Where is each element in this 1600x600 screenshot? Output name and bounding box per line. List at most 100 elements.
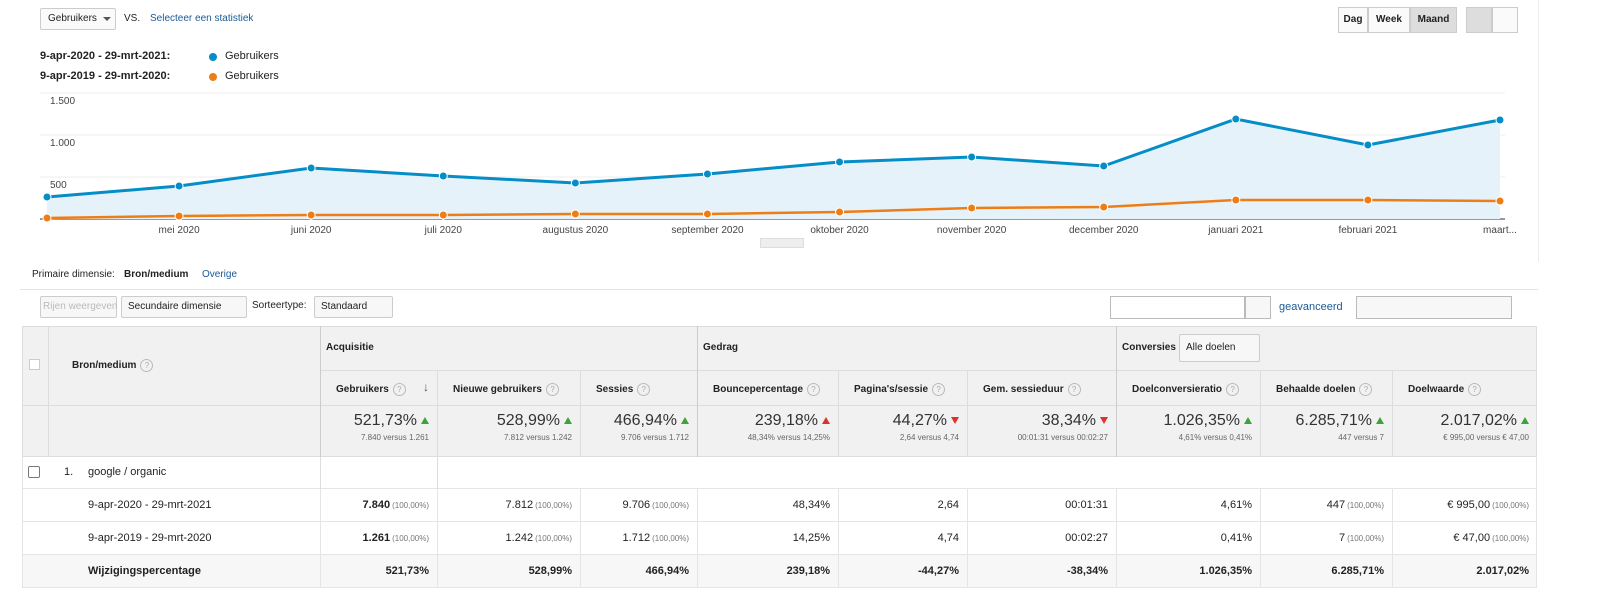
vline <box>1116 326 1117 457</box>
cell: 7 (100,00%) <box>1260 532 1384 544</box>
line <box>46 198 1501 220</box>
cell-value: -44,27% <box>918 565 959 577</box>
cell: 1.026,35% <box>1116 565 1252 577</box>
point <box>570 209 580 219</box>
group-header: Conversies <box>1122 342 1176 353</box>
period-button[interactable]: Week <box>1368 7 1410 33</box>
x-tick-label: februari 2021 <box>1338 225 1397 236</box>
point <box>438 171 448 181</box>
column-header[interactable]: Gebruikers? <box>336 383 406 396</box>
chart-type-line[interactable] <box>1466 7 1492 33</box>
total-compare: 7.840 versus 1.261 <box>360 433 429 442</box>
column-header[interactable]: Behaalde doelen? <box>1276 383 1373 396</box>
column-header[interactable]: Doelwaarde? <box>1408 383 1482 396</box>
cell-value: 7 <box>1338 532 1346 544</box>
total-compare: € 995,00 versus € 47,00 <box>1443 433 1529 442</box>
point <box>1099 161 1109 171</box>
cell: 1.261 (100,00%) <box>320 532 429 544</box>
search-input[interactable] <box>1110 296 1245 319</box>
cell-value: 4,61% <box>1220 499 1252 511</box>
cell-value: 6.285,71% <box>1331 565 1384 577</box>
trend-up-icon <box>1244 417 1252 425</box>
column-header[interactable]: Doelconversieratio? <box>1132 383 1240 396</box>
row-checkbox[interactable] <box>28 466 40 478</box>
point <box>1363 140 1373 150</box>
cell-value: 466,94% <box>645 565 689 577</box>
point <box>967 203 977 213</box>
cell: 4,74 <box>838 532 959 544</box>
point <box>174 211 184 221</box>
x-tick-label: november 2020 <box>937 225 1007 236</box>
period-button[interactable]: Dag <box>1338 7 1368 33</box>
cell-value: 7.840 <box>362 499 391 511</box>
y-tick-label: 500 <box>50 180 67 191</box>
chart-type-motion[interactable] <box>1492 7 1518 33</box>
chart-expand-handle[interactable] <box>760 238 804 248</box>
trend-down-icon <box>951 417 959 425</box>
view-buttons[interactable] <box>1356 296 1512 319</box>
vline <box>48 326 49 457</box>
column-header[interactable]: Sessies? <box>596 383 651 396</box>
cell-value: 239,18% <box>786 565 830 577</box>
cell-share: (100,00%) <box>652 534 689 543</box>
cell-value: 0,41% <box>1220 532 1252 544</box>
column-header[interactable]: Gem. sessieduur? <box>983 383 1081 396</box>
column-header[interactable]: Pagina's/sessie? <box>854 383 946 396</box>
vline <box>967 370 968 457</box>
vline <box>1260 522 1261 555</box>
vline <box>437 522 438 555</box>
vline <box>697 522 698 555</box>
trend-up-icon <box>681 417 689 425</box>
advanced-link[interactable]: geavanceerd <box>1279 301 1343 313</box>
sort-label: Sorteertype: <box>252 300 307 311</box>
header-checkbox[interactable] <box>29 359 40 370</box>
cell: 48,34% <box>697 499 830 511</box>
dropdown-arrow <box>103 17 111 21</box>
x-tick-label: september 2020 <box>671 225 744 236</box>
secondary-dimension[interactable]: Secundaire dimensie <box>121 296 247 318</box>
dimension-other[interactable]: Overige <box>202 269 238 280</box>
compare-link[interactable]: Selecteer een statistiek <box>150 13 254 24</box>
sort-select[interactable]: Standaard <box>314 296 393 318</box>
cell-share: (100,00%) <box>652 501 689 510</box>
trend-up-icon <box>1376 417 1384 425</box>
rows-button[interactable]: Rijen weergeven <box>40 296 118 318</box>
vline <box>838 522 839 555</box>
cell: € 995,00 (100,00%) <box>1392 499 1529 511</box>
cell-share: (100,00%) <box>1347 534 1384 543</box>
cell: 14,25% <box>697 532 830 544</box>
point <box>42 192 52 202</box>
period-button[interactable]: Maand <box>1410 7 1457 33</box>
search-button[interactable] <box>1245 296 1271 319</box>
total-value: 2.017,02% <box>1392 412 1529 430</box>
column-header[interactable]: Nieuwe gebruikers? <box>453 383 559 396</box>
metric-select[interactable]: Gebruikers <box>40 8 116 30</box>
point <box>1231 195 1241 205</box>
x-tick-label: januari 2021 <box>1207 225 1263 236</box>
vline <box>1392 555 1393 588</box>
subrow-bg <box>22 489 1537 522</box>
total-value: 38,34% <box>967 412 1108 430</box>
cell-share: (100,00%) <box>535 501 572 510</box>
subrow-label: 9-apr-2020 - 29-mrt-2021 <box>88 499 212 511</box>
point <box>1495 115 1505 125</box>
goal-select[interactable]: Alle doelen <box>1179 334 1260 362</box>
column-header[interactable]: Bouncepercentage? <box>713 383 821 396</box>
vline <box>580 555 581 588</box>
cell: 447 (100,00%) <box>1260 499 1384 511</box>
cell: 9.706 (100,00%) <box>580 499 689 511</box>
vline <box>838 555 839 588</box>
vline <box>1116 555 1117 588</box>
row-label[interactable]: google / organic <box>88 466 167 478</box>
vline <box>320 489 321 522</box>
vline <box>437 370 438 457</box>
vline <box>1260 370 1261 457</box>
legend-label: Gebruikers <box>225 70 279 82</box>
subrow-label: Wijzigingspercentage <box>88 565 201 577</box>
vline <box>697 326 698 457</box>
vline <box>838 370 839 457</box>
dimension-value[interactable]: Bron/medium <box>124 269 189 280</box>
chart-border <box>1538 0 1539 262</box>
vline <box>697 555 698 588</box>
vline <box>580 522 581 555</box>
